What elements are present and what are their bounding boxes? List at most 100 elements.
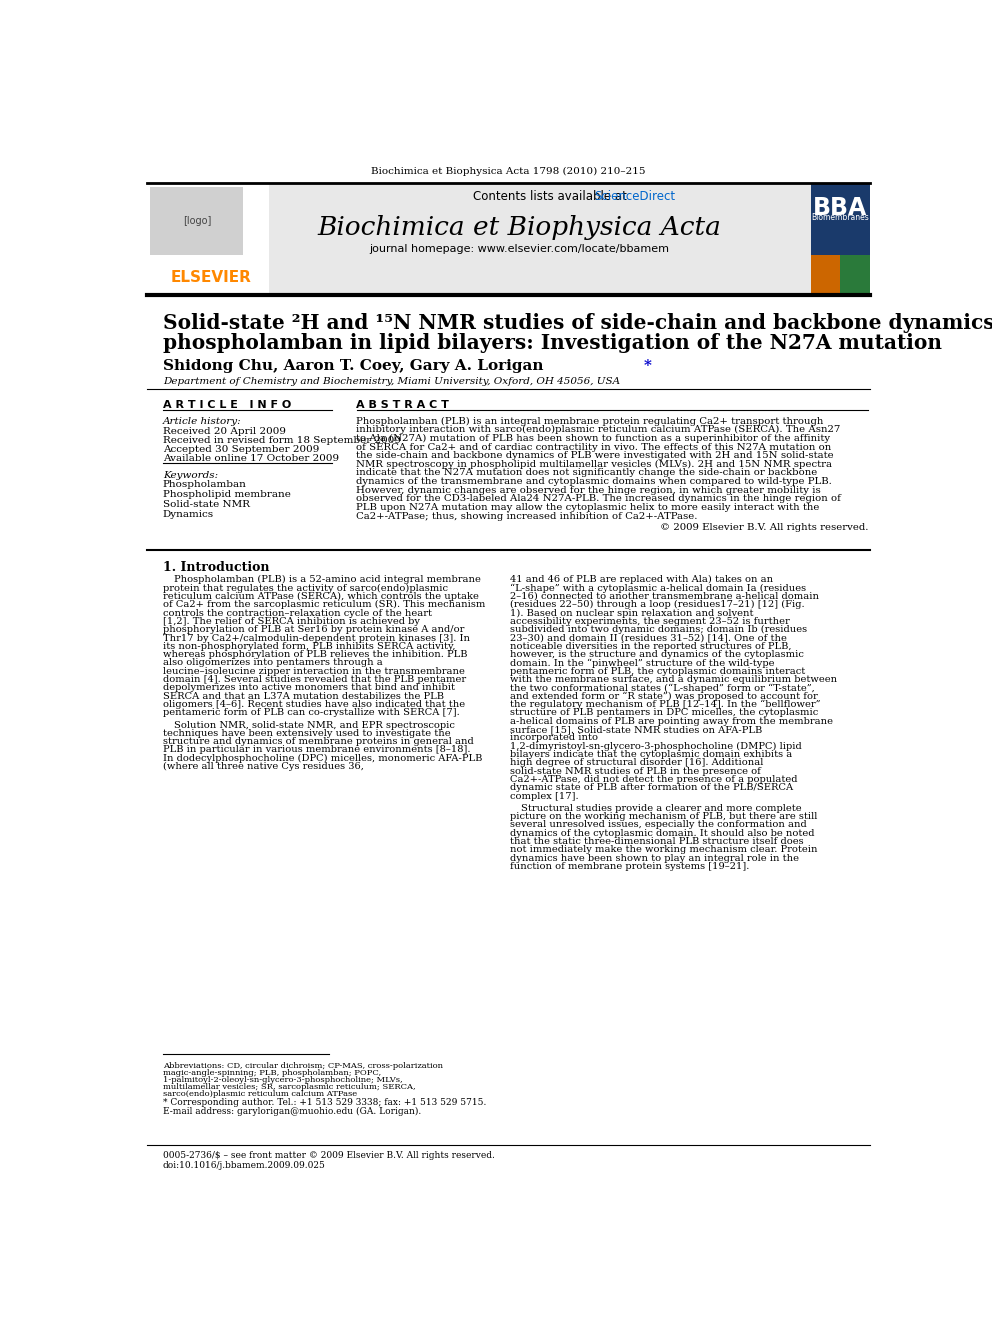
- Text: the regulatory mechanism of PLB [12–14]. In the “bellflower”: the regulatory mechanism of PLB [12–14].…: [510, 700, 820, 709]
- Text: * Corresponding author. Tel.: +1 513 529 3338; fax: +1 513 529 5715.: * Corresponding author. Tel.: +1 513 529…: [163, 1098, 486, 1107]
- Text: function of membrane protein systems [19–21].: function of membrane protein systems [19…: [510, 861, 749, 871]
- Text: In dodecylphosphocholine (DPC) micelles, monomeric AFA-PLB: In dodecylphosphocholine (DPC) micelles,…: [163, 754, 482, 763]
- Text: multilamellar vesicles; SR, sarcoplasmic reticulum; SERCA,: multilamellar vesicles; SR, sarcoplasmic…: [163, 1082, 416, 1090]
- Text: Structural studies provide a clearer and more complete: Structural studies provide a clearer and…: [521, 803, 802, 812]
- Text: phosphorylation of PLB at Ser16 by protein kinase A and/or: phosphorylation of PLB at Ser16 by prote…: [163, 626, 464, 634]
- Text: PLB in particular in various membrane environments [8–18].: PLB in particular in various membrane en…: [163, 745, 470, 754]
- Text: (residues 22–50) through a loop (residues17–21) [12] (Fig.: (residues 22–50) through a loop (residue…: [510, 601, 805, 610]
- Text: of Ca2+ from the sarcoplasmic reticulum (SR). This mechanism: of Ca2+ from the sarcoplasmic reticulum …: [163, 601, 485, 610]
- Text: 0005-2736/$ – see front matter © 2009 Elsevier B.V. All rights reserved.: 0005-2736/$ – see front matter © 2009 El…: [163, 1151, 495, 1160]
- Text: controls the contraction–relaxation cycle of the heart: controls the contraction–relaxation cycl…: [163, 609, 432, 618]
- Text: noticeable diversities in the reported structures of PLB,: noticeable diversities in the reported s…: [510, 642, 792, 651]
- Text: inhibitory interaction with sarco(endo)plasmic reticulum calcium ATPase (SERCA).: inhibitory interaction with sarco(endo)p…: [356, 425, 841, 434]
- Text: Ca2+-ATPase; thus, showing increased inhibition of Ca2+-ATPase.: Ca2+-ATPase; thus, showing increased inh…: [356, 512, 698, 520]
- Text: with the membrane surface, and a dynamic equilibrium between: with the membrane surface, and a dynamic…: [510, 675, 837, 684]
- Text: structure and dynamics of membrane proteins in general and: structure and dynamics of membrane prote…: [163, 737, 473, 746]
- Text: the side-chain and backbone dynamics of PLB were investigated with 2H and 15N so: the side-chain and backbone dynamics of …: [356, 451, 834, 460]
- Text: depolymerizes into active monomers that bind and inhibit: depolymerizes into active monomers that …: [163, 684, 454, 692]
- Text: doi:10.1016/j.bbamem.2009.09.025: doi:10.1016/j.bbamem.2009.09.025: [163, 1160, 325, 1170]
- Text: E-mail address: garylorigan@muohio.edu (GA. Lorigan).: E-mail address: garylorigan@muohio.edu (…: [163, 1106, 421, 1115]
- Text: whereas phosphorylation of PLB relieves the inhibition. PLB: whereas phosphorylation of PLB relieves …: [163, 650, 467, 659]
- Text: 1-palmitoyl-2-oleoyl-sn-glycero-3-phosphocholine; MLVs,: 1-palmitoyl-2-oleoyl-sn-glycero-3-phosph…: [163, 1076, 403, 1084]
- Text: *: *: [643, 359, 651, 373]
- Text: sarco(endo)plasmic reticulum calcium ATPase: sarco(endo)plasmic reticulum calcium ATP…: [163, 1090, 357, 1098]
- Text: [1,2]. The relief of SERCA inhibition is achieved by: [1,2]. The relief of SERCA inhibition is…: [163, 617, 420, 626]
- Text: and extended form or “R state”) was proposed to account for: and extended form or “R state”) was prop…: [510, 692, 817, 701]
- Text: Thr17 by Ca2+/calmodulin-dependent protein kinases [3]. In: Thr17 by Ca2+/calmodulin-dependent prote…: [163, 634, 470, 643]
- Text: journal homepage: www.elsevier.com/locate/bbamem: journal homepage: www.elsevier.com/locat…: [369, 245, 670, 254]
- Text: subdivided into two dynamic domains; domain Ib (residues: subdivided into two dynamic domains; dom…: [510, 626, 807, 634]
- Text: A R T I C L E   I N F O: A R T I C L E I N F O: [163, 400, 291, 410]
- Text: pentameric form of PLB can co-crystallize with SERCA [7].: pentameric form of PLB can co-crystalliz…: [163, 708, 459, 717]
- Text: Shidong Chu, Aaron T. Coey, Gary A. Lorigan: Shidong Chu, Aaron T. Coey, Gary A. Lori…: [163, 359, 549, 373]
- Text: Dynamics: Dynamics: [163, 509, 214, 519]
- Text: accessibility experiments, the segment 23–52 is further: accessibility experiments, the segment 2…: [510, 617, 790, 626]
- Text: PLB upon N27A mutation may allow the cytoplasmic helix to more easily interact w: PLB upon N27A mutation may allow the cyt…: [356, 503, 819, 512]
- Text: solid-state NMR studies of PLB in the presence of: solid-state NMR studies of PLB in the pr…: [510, 766, 761, 775]
- Bar: [811, 255, 870, 294]
- Text: BBA: BBA: [813, 196, 867, 220]
- Bar: [147, 184, 269, 294]
- Text: Received 20 April 2009: Received 20 April 2009: [163, 427, 286, 435]
- Text: However, dynamic changes are observed for the hinge region, in which greater mob: However, dynamic changes are observed fo…: [356, 486, 821, 495]
- Text: oligomers [4–6]. Recent studies have also indicated that the: oligomers [4–6]. Recent studies have als…: [163, 700, 465, 709]
- Text: dynamics of the cytoplasmic domain. It should also be noted: dynamics of the cytoplasmic domain. It s…: [510, 828, 814, 837]
- Text: Solution NMR, solid-state NMR, and EPR spectroscopic: Solution NMR, solid-state NMR, and EPR s…: [174, 721, 454, 729]
- Text: Phospholamban (PLB) is an integral membrane protein regulating Ca2+ transport th: Phospholamban (PLB) is an integral membr…: [356, 417, 824, 426]
- Text: dynamic state of PLB after formation of the PLB/SERCA: dynamic state of PLB after formation of …: [510, 783, 793, 792]
- Bar: [147, 184, 870, 294]
- Text: Contents lists available at: Contents lists available at: [473, 191, 630, 204]
- Text: Biomembranes: Biomembranes: [811, 213, 869, 222]
- Text: Biochimica et Biophysica Acta: Biochimica et Biophysica Acta: [317, 214, 721, 239]
- Text: structure of PLB pentamers in DPC micelles, the cytoplasmic: structure of PLB pentamers in DPC micell…: [510, 708, 818, 717]
- Text: “L-shape” with a cytoplasmic a-helical domain Ia (residues: “L-shape” with a cytoplasmic a-helical d…: [510, 583, 806, 593]
- Text: Abbreviations: CD, circular dichroism; CP-MAS, cross-polarization: Abbreviations: CD, circular dichroism; C…: [163, 1062, 442, 1070]
- Bar: [151, 188, 243, 255]
- Text: magic-angle-spinning; PLB, phospholamban; POPC,: magic-angle-spinning; PLB, phospholamban…: [163, 1069, 381, 1077]
- Text: Received in revised form 18 September 2009: Received in revised form 18 September 20…: [163, 437, 401, 445]
- Text: to Ala (N27A) mutation of PLB has been shown to function as a superinhibitor of : to Ala (N27A) mutation of PLB has been s…: [356, 434, 830, 443]
- Text: 2–16) connected to another transmembrane a-helical domain: 2–16) connected to another transmembrane…: [510, 591, 819, 601]
- Text: complex [17].: complex [17].: [510, 791, 578, 800]
- Text: bilayers indicate that the cytoplasmic domain exhibits a: bilayers indicate that the cytoplasmic d…: [510, 750, 793, 759]
- Text: dynamics have been shown to play an integral role in the: dynamics have been shown to play an inte…: [510, 853, 799, 863]
- Text: 23–30) and domain II (residues 31–52) [14]. One of the: 23–30) and domain II (residues 31–52) [1…: [510, 634, 787, 643]
- Bar: [811, 184, 870, 294]
- Text: the two conformational states (“L-shaped” form or “T-state”,: the two conformational states (“L-shaped…: [510, 684, 814, 693]
- Text: Accepted 30 September 2009: Accepted 30 September 2009: [163, 446, 319, 454]
- Text: domain [4]. Several studies revealed that the PLB pentamer: domain [4]. Several studies revealed tha…: [163, 675, 466, 684]
- Text: however, is the structure and dynamics of the cytoplasmic: however, is the structure and dynamics o…: [510, 650, 804, 659]
- Text: protein that regulates the activity of sarco(endo)plasmic: protein that regulates the activity of s…: [163, 583, 447, 593]
- Text: indicate that the N27A mutation does not significantly change the side-chain or : indicate that the N27A mutation does not…: [356, 468, 817, 478]
- Text: SERCA and that an L37A mutation destabilizes the PLB: SERCA and that an L37A mutation destabil…: [163, 692, 443, 701]
- Text: its non-phosphorylated form, PLB inhibits SERCA activity,: its non-phosphorylated form, PLB inhibit…: [163, 642, 455, 651]
- Bar: [811, 255, 840, 294]
- Text: [logo]: [logo]: [183, 216, 211, 226]
- Text: Keywords:: Keywords:: [163, 471, 218, 480]
- Text: dynamics of the transmembrane and cytoplasmic domains when compared to wild-type: dynamics of the transmembrane and cytopl…: [356, 478, 832, 486]
- Text: phospholamban in lipid bilayers: Investigation of the N27A mutation: phospholamban in lipid bilayers: Investi…: [163, 333, 941, 353]
- Text: observed for the CD3-labeled Ala24 N27A-PLB. The increased dynamics in the hinge: observed for the CD3-labeled Ala24 N27A-…: [356, 495, 841, 503]
- Text: Solid-state ²H and ¹⁵N NMR studies of side-chain and backbone dynamics of: Solid-state ²H and ¹⁵N NMR studies of si…: [163, 312, 992, 333]
- Text: incorporated into: incorporated into: [510, 733, 598, 742]
- Text: Available online 17 October 2009: Available online 17 October 2009: [163, 454, 339, 463]
- Text: 1). Based on nuclear spin relaxation and solvent: 1). Based on nuclear spin relaxation and…: [510, 609, 754, 618]
- Text: Department of Chemistry and Biochemistry, Miami University, Oxford, OH 45056, US: Department of Chemistry and Biochemistry…: [163, 377, 620, 386]
- Text: Solid-state NMR: Solid-state NMR: [163, 500, 250, 509]
- Text: of SERCA for Ca2+ and of cardiac contractility in vivo. The effects of this N27A: of SERCA for Ca2+ and of cardiac contrac…: [356, 443, 831, 451]
- Text: also oligomerizes into pentamers through a: also oligomerizes into pentamers through…: [163, 659, 383, 668]
- Text: leucine–isoleucine zipper interaction in the transmembrane: leucine–isoleucine zipper interaction in…: [163, 667, 464, 676]
- Text: Phospholamban: Phospholamban: [163, 480, 247, 490]
- Text: a-helical domains of PLB are pointing away from the membrane: a-helical domains of PLB are pointing aw…: [510, 717, 833, 726]
- Text: picture on the working mechanism of PLB, but there are still: picture on the working mechanism of PLB,…: [510, 812, 817, 822]
- Text: (where all three native Cys residues 36,: (where all three native Cys residues 36,: [163, 762, 364, 771]
- Text: ELSEVIER: ELSEVIER: [171, 270, 251, 286]
- Text: several unresolved issues, especially the conformation and: several unresolved issues, especially th…: [510, 820, 806, 830]
- Text: that the static three-dimensional PLB structure itself does: that the static three-dimensional PLB st…: [510, 837, 804, 845]
- Text: surface [15]. Solid-state NMR studies on AFA-PLB: surface [15]. Solid-state NMR studies on…: [510, 725, 762, 734]
- Text: Phospholamban (PLB) is a 52-amino acid integral membrane: Phospholamban (PLB) is a 52-amino acid i…: [174, 576, 480, 585]
- Text: NMR spectroscopy in phospholipid multilamellar vesicles (MLVs). 2H and 15N NMR s: NMR spectroscopy in phospholipid multila…: [356, 460, 832, 468]
- Text: Article history:: Article history:: [163, 417, 241, 426]
- Text: high degree of structural disorder [16]. Additional: high degree of structural disorder [16].…: [510, 758, 763, 767]
- Text: Biochimica et Biophysica Acta 1798 (2010) 210–215: Biochimica et Biophysica Acta 1798 (2010…: [371, 167, 646, 176]
